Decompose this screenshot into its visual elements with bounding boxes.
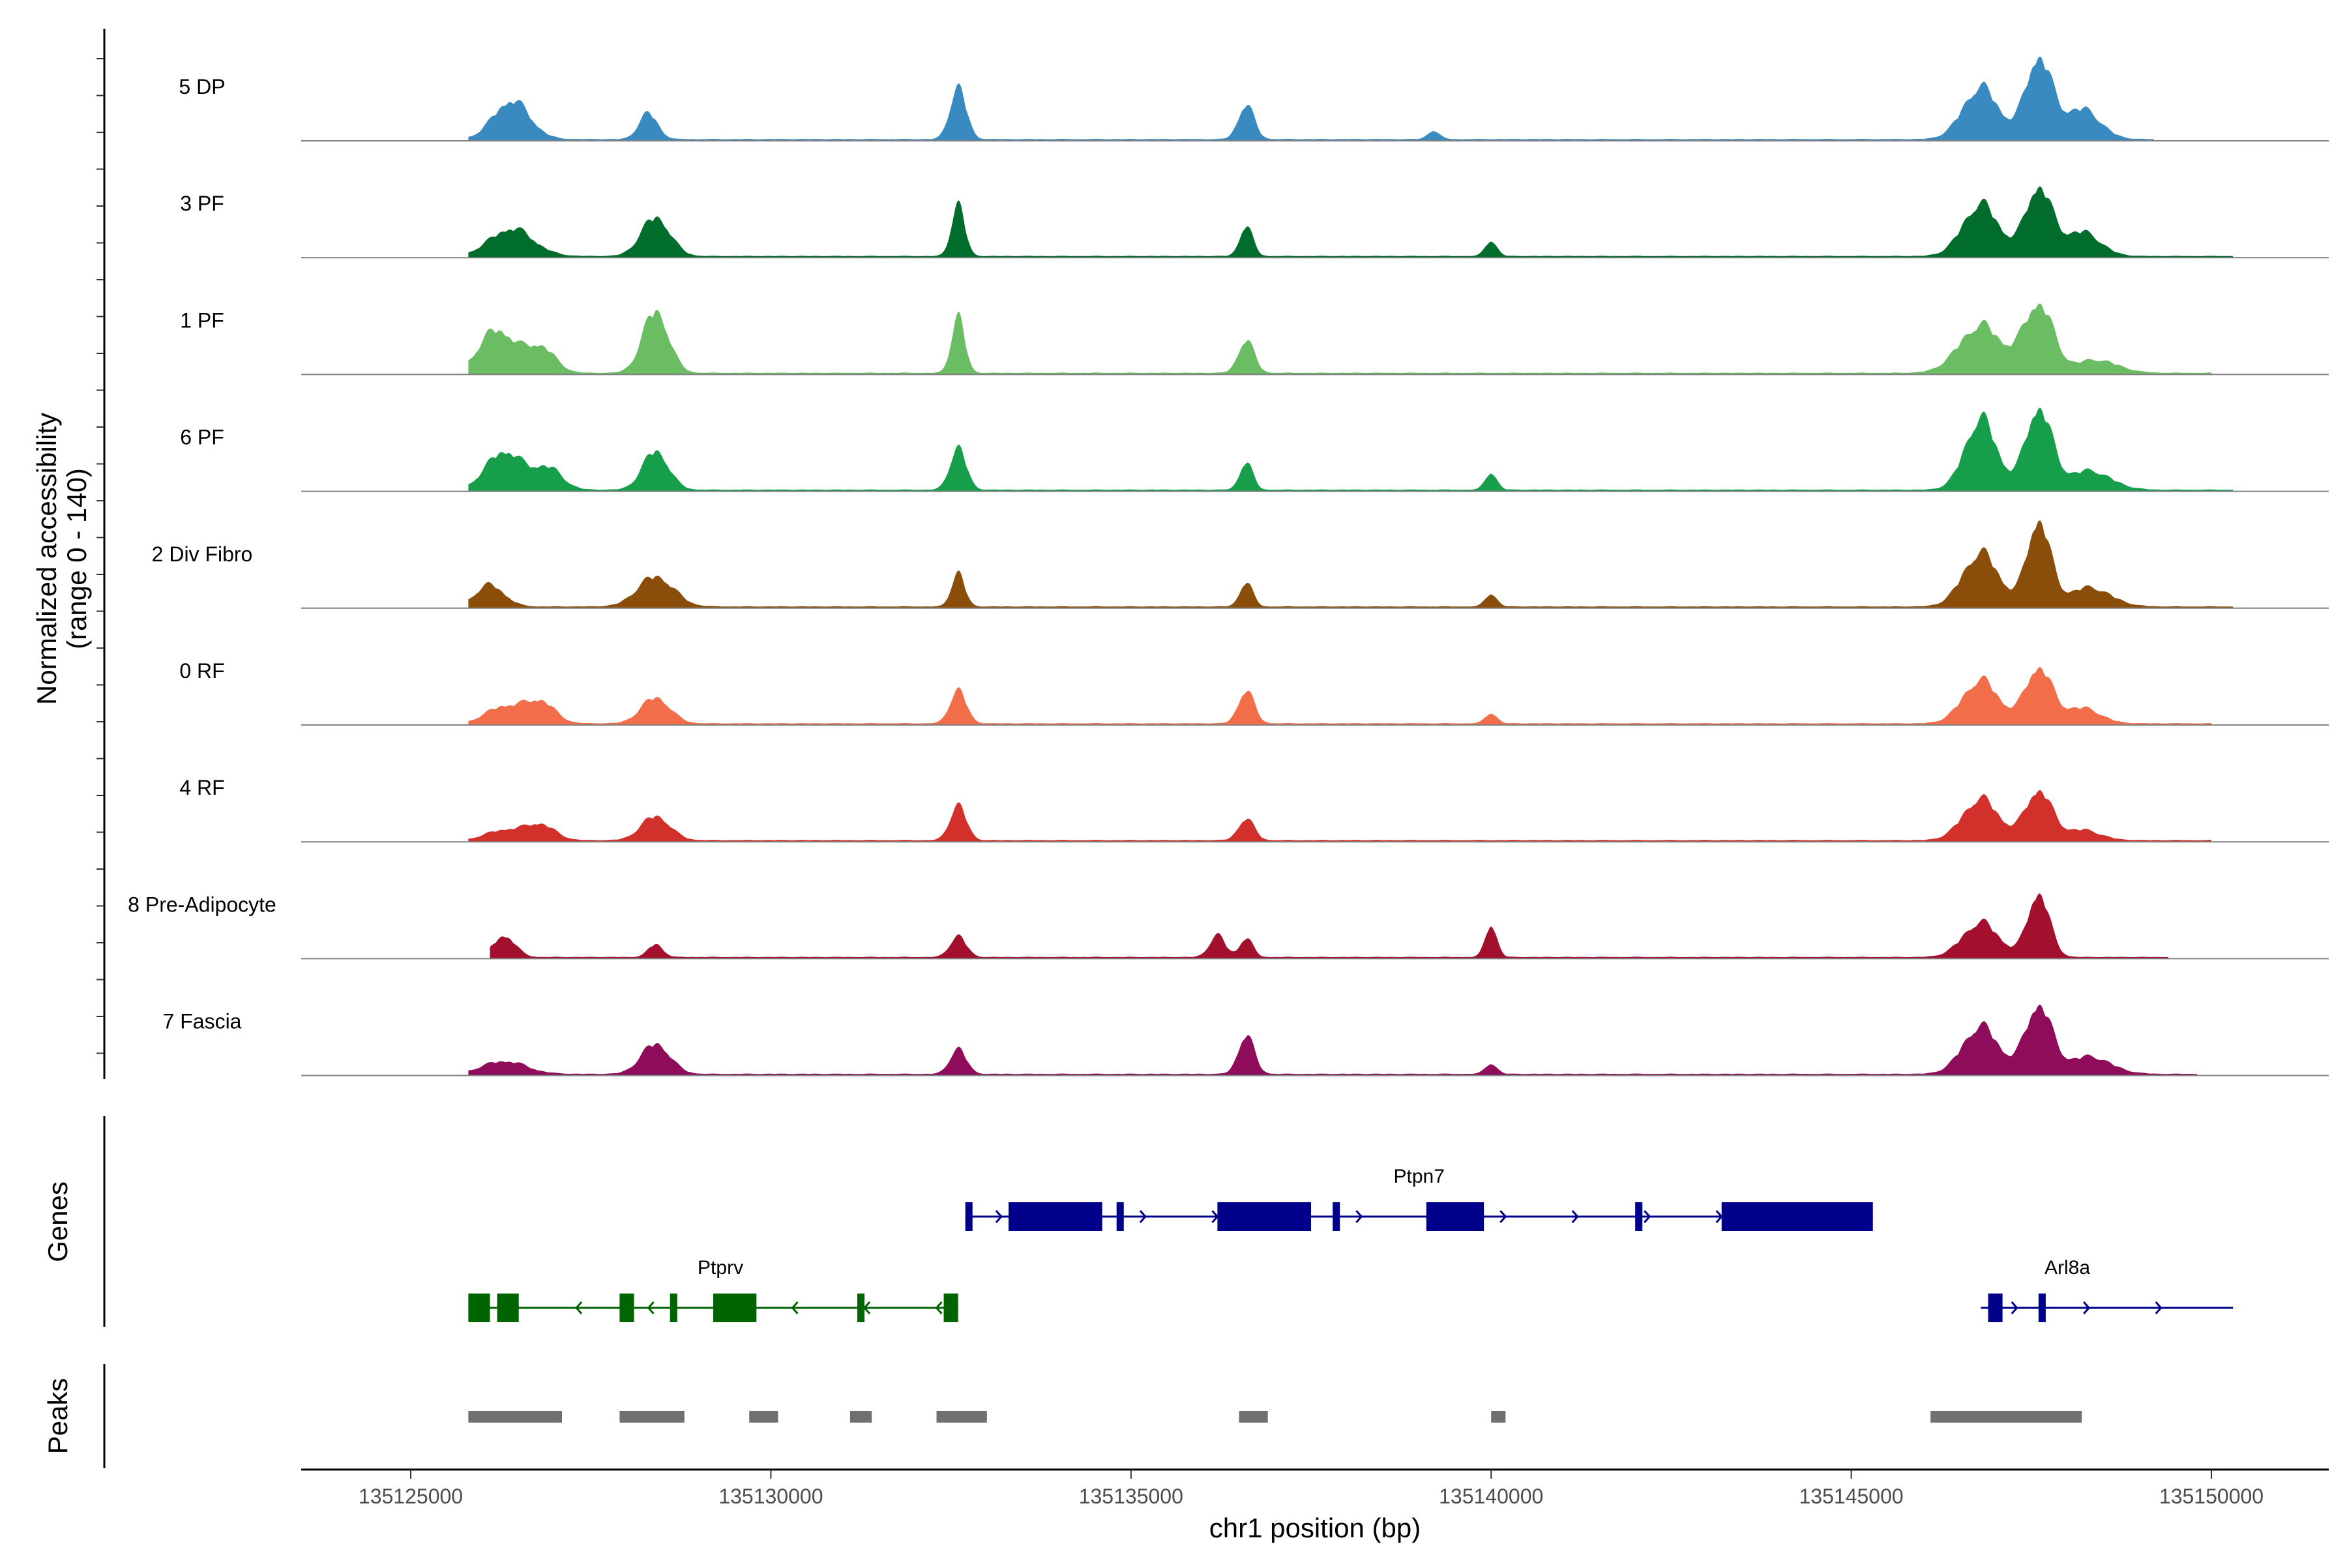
coverage-track: 4 RF (179, 776, 2329, 843)
x-axis-tick-label: 135150000 (2159, 1485, 2264, 1508)
coverage-area (468, 520, 2234, 608)
genes-panel-title: Genes (42, 1181, 73, 1262)
genes-panel: Genes Ptpn7 Ptprv Arl8a (42, 1116, 2234, 1327)
peak-region (936, 1411, 987, 1423)
peak-region (1491, 1411, 1506, 1423)
gene-exon (1116, 1202, 1124, 1231)
track-label: 0 RF (179, 659, 224, 683)
peak-region (749, 1411, 778, 1423)
gene-exon (1426, 1202, 1484, 1231)
coverage-track: 8 Pre-Adipocyte (128, 893, 2329, 960)
coverage-track: 7 Fascia (163, 1004, 2329, 1076)
strand-arrow (1644, 1210, 1651, 1223)
x-axis: 135125000 135130000 135135000 135140000 1351… (301, 1468, 2329, 1543)
coverage-track: 3 PF (180, 186, 2329, 259)
coverage-track: 2 Div Fibro (152, 520, 2329, 609)
coverage-area (468, 56, 2154, 141)
coverage-track: 6 PF (180, 407, 2329, 492)
strand-arrow (647, 1301, 655, 1314)
y-axis-title-line1: Normalized accessibility (31, 413, 62, 705)
strand-arrow (791, 1301, 799, 1314)
gene-exon (713, 1294, 757, 1322)
x-axis-ticks: 135125000 135130000 135135000 135140000 1351… (359, 1470, 2264, 1508)
strand-arrow (2083, 1301, 2091, 1314)
track-label: 2 Div Fibro (152, 542, 253, 566)
coverage-y-axis: Normalized accessibility (range 0 - 140) (31, 29, 106, 1079)
strand-arrow (935, 1301, 943, 1314)
y-axis-title-line2: (range 0 - 140) (61, 468, 92, 649)
peak-region (468, 1411, 563, 1423)
coverage-track: 5 DP (179, 56, 2329, 141)
gene-model: Ptpn7 (965, 1166, 1873, 1231)
peak-regions (468, 1411, 2082, 1423)
peak-region (1239, 1411, 1268, 1423)
x-axis-tick-label: 135125000 (359, 1485, 463, 1508)
x-axis-tick-label: 135135000 (1079, 1485, 1183, 1508)
gene-models: Ptpn7 Ptprv Arl8a (468, 1166, 2234, 1322)
coverage-y-ticks (96, 58, 104, 1054)
coverage-area (490, 893, 2168, 959)
peak-region (1930, 1411, 2082, 1423)
gene-label: Arl8a (2044, 1257, 2090, 1279)
peak-region (849, 1411, 872, 1423)
peaks-panel-title: Peaks (42, 1378, 73, 1455)
coverage-track: 1 PF (180, 303, 2329, 376)
x-axis-tick-label: 135145000 (1799, 1485, 1904, 1508)
gene-exon (1721, 1202, 1873, 1231)
track-label: 4 RF (179, 776, 224, 799)
track-label: 8 Pre-Adipocyte (128, 893, 276, 916)
strand-arrow (995, 1210, 1003, 1223)
gene-model: Ptprv (468, 1257, 958, 1322)
track-label: 7 Fascia (163, 1010, 242, 1033)
gene-exon (2038, 1294, 2046, 1322)
strand-arrow (575, 1301, 583, 1314)
gene-exon (943, 1294, 958, 1322)
strand-arrow (1139, 1210, 1147, 1223)
x-axis-tick-label: 135140000 (1439, 1485, 1543, 1508)
coverage-track: 0 RF (179, 659, 2329, 726)
coverage-area (468, 186, 2234, 258)
track-label: 6 PF (180, 426, 224, 449)
coverage-area (468, 790, 2212, 842)
coverage-tracks: 5 DP 3 PF 1 PF 6 PF 2 Div Fibro 0 RF 4 RF 8 Pre… (128, 56, 2329, 1076)
strand-arrow (2011, 1301, 2018, 1314)
strand-arrow (1571, 1210, 1579, 1223)
track-label: 3 PF (180, 192, 224, 215)
gene-exon (1333, 1202, 1340, 1231)
gene-exon (1217, 1202, 1311, 1231)
coverage-area (468, 1004, 2197, 1076)
peaks-panel: Peaks (42, 1364, 2082, 1468)
gene-exon (1008, 1202, 1102, 1231)
x-axis-title: chr1 position (bp) (1209, 1513, 1421, 1543)
track-label: 5 DP (179, 75, 225, 98)
strand-arrow (1499, 1210, 1507, 1223)
gene-exon (1635, 1202, 1643, 1231)
gene-exon (857, 1294, 865, 1322)
track-label: 1 PF (180, 308, 224, 332)
gene-model: Arl8a (1981, 1257, 2234, 1322)
gene-label: Ptprv (698, 1257, 743, 1279)
coverage-area (468, 303, 2212, 375)
gene-exon (497, 1294, 519, 1322)
strand-arrow (2155, 1301, 2162, 1314)
gene-exon (670, 1294, 677, 1322)
gene-exon (619, 1294, 634, 1322)
gene-exon (1988, 1294, 2003, 1322)
strand-arrow (1355, 1210, 1363, 1223)
gene-label: Ptpn7 (1394, 1166, 1445, 1187)
x-axis-tick-label: 135130000 (718, 1485, 823, 1508)
peak-region (619, 1411, 685, 1423)
gene-exon (965, 1202, 973, 1231)
coverage-area (468, 407, 2234, 492)
gene-exon (468, 1294, 490, 1322)
coverage-area (468, 667, 2212, 725)
